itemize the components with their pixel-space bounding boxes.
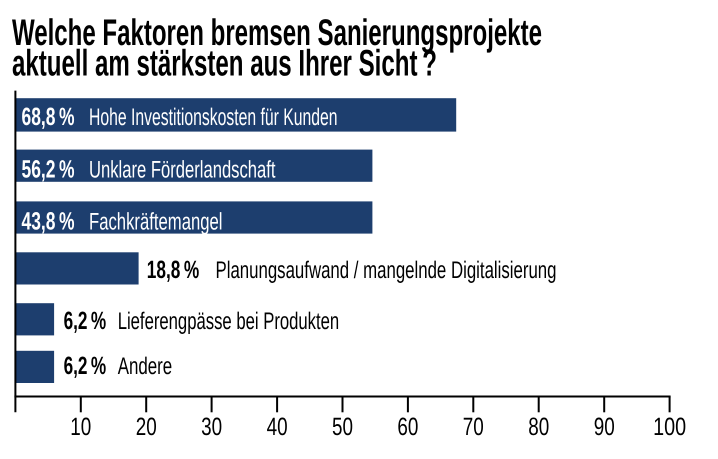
- svg-text:30: 30: [201, 413, 222, 441]
- svg-text:Unklare Förderlandschaft: Unklare Förderlandschaft: [89, 157, 276, 184]
- svg-text:20: 20: [136, 413, 157, 441]
- svg-text:Fachkräftemangel: Fachkräftemangel: [89, 208, 223, 235]
- svg-text:Lieferengpässe bei Produkten: Lieferengpässe bei Produkten: [118, 308, 340, 335]
- svg-text:68,8 %: 68,8 %: [22, 103, 75, 131]
- svg-text:Andere: Andere: [118, 353, 173, 380]
- svg-text:10: 10: [70, 413, 91, 441]
- svg-text:90: 90: [594, 413, 615, 441]
- svg-text:Welche Faktoren bremsen Sanier: Welche Faktoren bremsen Sanierungsprojek…: [12, 12, 542, 53]
- svg-text:6,2 %: 6,2 %: [64, 307, 107, 335]
- svg-text:40: 40: [267, 413, 288, 441]
- svg-text:Hohe Investitionskosten für Ku: Hohe Investitionskosten für Kunden: [89, 104, 338, 131]
- svg-text:80: 80: [528, 413, 549, 441]
- svg-text:aktuell am stärksten aus Ihrer: aktuell am stärksten aus Ihrer Sicht ?: [12, 43, 437, 84]
- svg-text:60: 60: [397, 413, 418, 441]
- svg-text:18,8 %: 18,8 %: [147, 256, 199, 284]
- svg-text:70: 70: [463, 413, 484, 441]
- svg-text:100: 100: [653, 413, 686, 441]
- svg-text:50: 50: [332, 413, 353, 441]
- svg-text:43,8 %: 43,8 %: [22, 207, 75, 235]
- svg-text:6,2 %: 6,2 %: [64, 352, 107, 380]
- svg-text:Planungsaufwand / mangelnde Di: Planungsaufwand / mangelnde Digitalisier…: [216, 257, 557, 284]
- svg-text:56,2 %: 56,2 %: [22, 156, 75, 184]
